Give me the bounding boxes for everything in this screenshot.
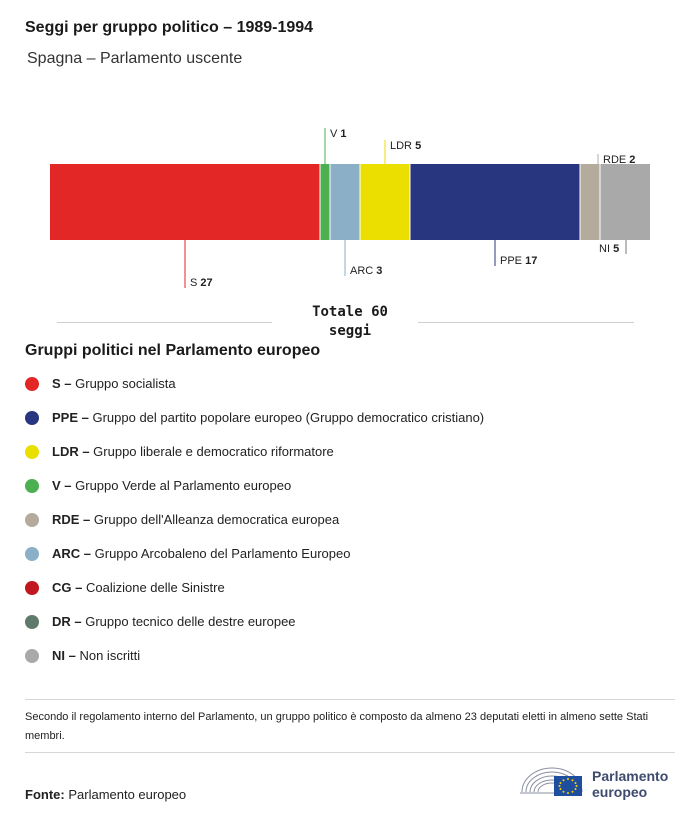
data-label-ppe: PPE 17 (500, 255, 537, 267)
legend-item: RDE – Gruppo dell'Alleanza democratica e… (25, 506, 484, 540)
legend-item: PPE – Gruppo del partito popolare europe… (25, 404, 484, 438)
legend-title: Gruppi politici nel Parlamento europeo (25, 342, 321, 359)
legend-dot (25, 444, 39, 459)
total-seats: Totale 60 seggi (290, 303, 410, 341)
legend-item: S – Gruppo socialista (25, 370, 484, 404)
total-unit: seggi (328, 323, 372, 339)
logo-line-2: europeo (592, 784, 648, 800)
source-value: Parlamento europeo (68, 787, 187, 802)
legend-item: ARC – Gruppo Arcobaleno del Parlamento E… (25, 540, 484, 574)
european-parliament-logo-icon (520, 767, 583, 796)
legend-dot (25, 614, 39, 629)
data-label-v: V 1 (330, 128, 347, 140)
bar-segment-ppe (410, 164, 580, 240)
legend-abbr: S – (52, 376, 76, 391)
stacked-bar-chart: S 27 V 1 ARC 3 LDR 5 PPE 17 RDE 2 NI 5 (50, 128, 650, 289)
logo-line-1: Parlamento (592, 768, 669, 784)
legend-name: Gruppo Arcobaleno del Parlamento Europeo (94, 546, 351, 561)
legend-name: Gruppo liberale e democratico riformator… (93, 444, 334, 459)
note-divider-bottom (25, 752, 675, 753)
legend-abbr: V – (52, 478, 76, 493)
total-divider-right (418, 322, 634, 323)
legend-label: LDR – Gruppo liberale e democratico rifo… (52, 444, 334, 459)
data-label-arc: ARC 3 (350, 265, 382, 277)
legend-abbr: ARC – (52, 546, 95, 561)
total-divider-left (57, 322, 272, 323)
legend-label: ARC – Gruppo Arcobaleno del Parlamento E… (52, 546, 350, 561)
legend-label: NI – Non iscritti (52, 648, 140, 663)
legend-name: Gruppo Verde al Parlamento europeo (75, 478, 292, 493)
legend-label: CG – Coalizione delle Sinistre (52, 580, 225, 595)
legend-item: DR – Gruppo tecnico delle destre europee (25, 608, 484, 642)
legend-label: RDE – Gruppo dell'Alleanza democratica e… (52, 512, 339, 527)
data-label-s: S 27 (190, 277, 213, 289)
logo-text: Parlamento europeo (592, 768, 668, 800)
legend-dot (25, 512, 39, 527)
bar-segment-s (50, 164, 320, 240)
legend-label: S – Gruppo socialista (52, 376, 176, 391)
legend: S – Gruppo socialista PPE – Gruppo del pa… (25, 370, 484, 676)
data-label-ldr: LDR 5 (390, 140, 421, 152)
legend-dot (25, 478, 39, 493)
legend-abbr: CG – (52, 580, 86, 595)
total-value: Totale 60 (312, 304, 388, 320)
legend-label: V – Gruppo Verde al Parlamento europeo (52, 478, 291, 493)
legend-dot (25, 376, 39, 391)
legend-item: V – Gruppo Verde al Parlamento europeo (25, 472, 484, 506)
legend-abbr: PPE – (52, 410, 93, 425)
legend-abbr: DR – (52, 614, 86, 629)
legend-dot (25, 546, 39, 561)
data-label-ni: NI 5 (599, 243, 619, 255)
legend-item: NI – Non iscritti (25, 642, 484, 676)
source: Fonte: Parlamento europeo (25, 787, 186, 802)
legend-name: Coalizione delle Sinistre (85, 580, 225, 595)
legend-dot (25, 410, 39, 425)
footnote: Secondo il regolamento interno del Parla… (25, 711, 649, 742)
bar-segment-v (320, 164, 330, 240)
bar-segment-ni (600, 164, 650, 240)
chart-title: Seggi per gruppo politico – 1989-1994 (25, 19, 314, 36)
legend-name: Gruppo del partito popolare europeo (Gru… (92, 410, 485, 425)
legend-label: PPE – Gruppo del partito popolare europe… (52, 410, 484, 425)
legend-dot (25, 580, 39, 595)
legend-name: Gruppo socialista (75, 376, 176, 391)
legend-abbr: LDR – (52, 444, 94, 459)
legend-name: Non iscritti (79, 648, 141, 663)
legend-abbr: RDE – (52, 512, 94, 527)
data-label-rde: RDE 2 (603, 154, 635, 166)
legend-abbr: NI – (52, 648, 80, 663)
bar-segment-arc (330, 164, 360, 240)
bar-segment-ldr (360, 164, 410, 240)
legend-name: Gruppo tecnico delle destre europee (85, 614, 296, 629)
legend-dot (25, 648, 39, 663)
source-label: Fonte: (25, 787, 65, 802)
bar-segment-rde (580, 164, 600, 240)
legend-item: LDR – Gruppo liberale e democratico rifo… (25, 438, 484, 472)
legend-name: Gruppo dell'Alleanza democratica europea (93, 512, 340, 527)
legend-item: CG – Coalizione delle Sinistre (25, 574, 484, 608)
legend-label: DR – Gruppo tecnico delle destre europee (52, 614, 296, 629)
chart-subtitle: Spagna – Parlamento uscente (27, 50, 243, 67)
note-divider-top (25, 699, 675, 700)
